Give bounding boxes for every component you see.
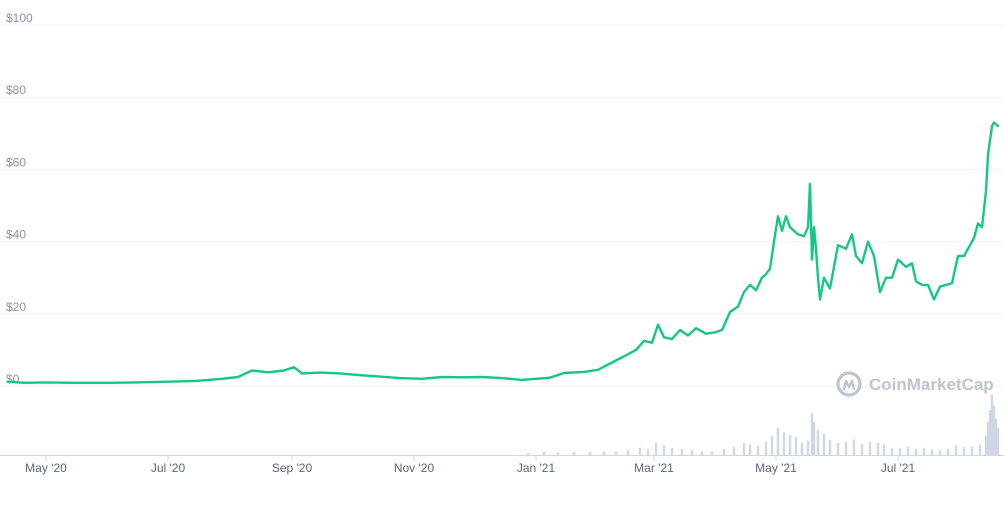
volume-bar xyxy=(992,405,996,455)
volume-bar xyxy=(994,419,998,455)
volume-bar xyxy=(806,440,810,455)
volume-bar xyxy=(556,452,560,455)
volume-bar xyxy=(984,435,988,455)
volume-bar xyxy=(996,428,1000,455)
y-tick-label: $60 xyxy=(6,155,26,169)
volume-bar xyxy=(930,449,934,455)
volume-bar xyxy=(914,449,918,455)
watermark: CoinMarketCap xyxy=(836,371,994,397)
volume-bar xyxy=(986,422,990,455)
x-tick-label: Nov '20 xyxy=(394,461,435,475)
x-tick-label: Sep '20 xyxy=(272,461,313,475)
volume-bar xyxy=(732,447,736,455)
volume-bar xyxy=(954,445,958,455)
volume-bar xyxy=(890,447,894,455)
volume-bar xyxy=(990,395,994,455)
watermark-text: CoinMarketCap xyxy=(869,375,994,394)
y-tick-label: $100 xyxy=(6,11,33,25)
grid-lines xyxy=(0,24,1004,387)
volume-bar xyxy=(756,446,760,455)
volume-bar xyxy=(710,451,714,455)
volume-bars xyxy=(526,395,1000,455)
volume-bar xyxy=(646,449,650,455)
volume-bar xyxy=(670,447,674,455)
volume-bar xyxy=(970,446,974,455)
volume-bar xyxy=(898,447,902,455)
volume-bar xyxy=(946,449,950,455)
volume-bar xyxy=(638,447,642,455)
x-tick-label: Jul '21 xyxy=(881,461,916,475)
volume-bar xyxy=(690,450,694,455)
volume-bar xyxy=(742,443,746,455)
x-tick-label: Jul '20 xyxy=(151,461,186,475)
volume-bar xyxy=(962,447,966,455)
volume-bar xyxy=(978,444,982,455)
y-tick-label: $20 xyxy=(6,300,26,314)
volume-bar xyxy=(882,444,886,455)
volume-bar xyxy=(748,444,752,455)
volume-bar xyxy=(828,440,832,455)
volume-bar xyxy=(626,450,630,455)
volume-bar xyxy=(782,432,786,455)
x-axis: May '20 Jul '20 Sep '20 Nov '20 Jan '21 Mar '… xyxy=(0,455,1004,475)
volume-bar xyxy=(662,445,666,455)
volume-bar xyxy=(876,443,880,455)
volume-bar xyxy=(614,451,618,455)
volume-bar xyxy=(822,434,826,455)
volume-bar xyxy=(836,443,840,455)
x-tick-label: Jan '21 xyxy=(517,461,556,475)
volume-bar xyxy=(906,446,910,455)
volume-bar xyxy=(810,413,814,455)
x-tick-label: May '21 xyxy=(755,461,797,475)
volume-bar xyxy=(764,441,768,455)
volume-bar xyxy=(816,429,820,455)
volume-bar xyxy=(722,449,726,455)
volume-bar xyxy=(794,437,798,455)
y-tick-label: $0 xyxy=(6,372,20,386)
y-axis-ticks: $0 $20 $40 $60 $80 $100 xyxy=(6,11,33,386)
price-line xyxy=(6,121,1000,384)
volume-bar xyxy=(654,443,658,455)
volume-bar xyxy=(776,428,780,455)
volume-bar xyxy=(700,451,704,455)
volume-bar xyxy=(844,441,848,455)
volume-bar xyxy=(868,441,872,455)
volume-bar xyxy=(922,447,926,455)
volume-bar xyxy=(572,452,576,455)
volume-bar xyxy=(988,410,992,455)
volume-bar xyxy=(800,443,804,455)
volume-bar xyxy=(770,435,774,455)
volume-bar xyxy=(860,444,864,455)
y-tick-label: $40 xyxy=(6,228,26,242)
volume-bar xyxy=(680,449,684,455)
x-tick-label: May '20 xyxy=(25,461,67,475)
x-tick-label: Mar '21 xyxy=(634,461,674,475)
volume-bar xyxy=(588,452,592,455)
volume-bar xyxy=(788,435,792,455)
volume-bar xyxy=(852,439,856,455)
volume-bar xyxy=(602,451,606,455)
volume-bar xyxy=(812,422,816,455)
y-tick-label: $80 xyxy=(6,83,26,97)
coinmarketcap-logo-icon xyxy=(836,371,862,397)
volume-bar xyxy=(938,450,942,455)
volume-bar xyxy=(542,452,546,455)
volume-bar xyxy=(526,453,530,455)
